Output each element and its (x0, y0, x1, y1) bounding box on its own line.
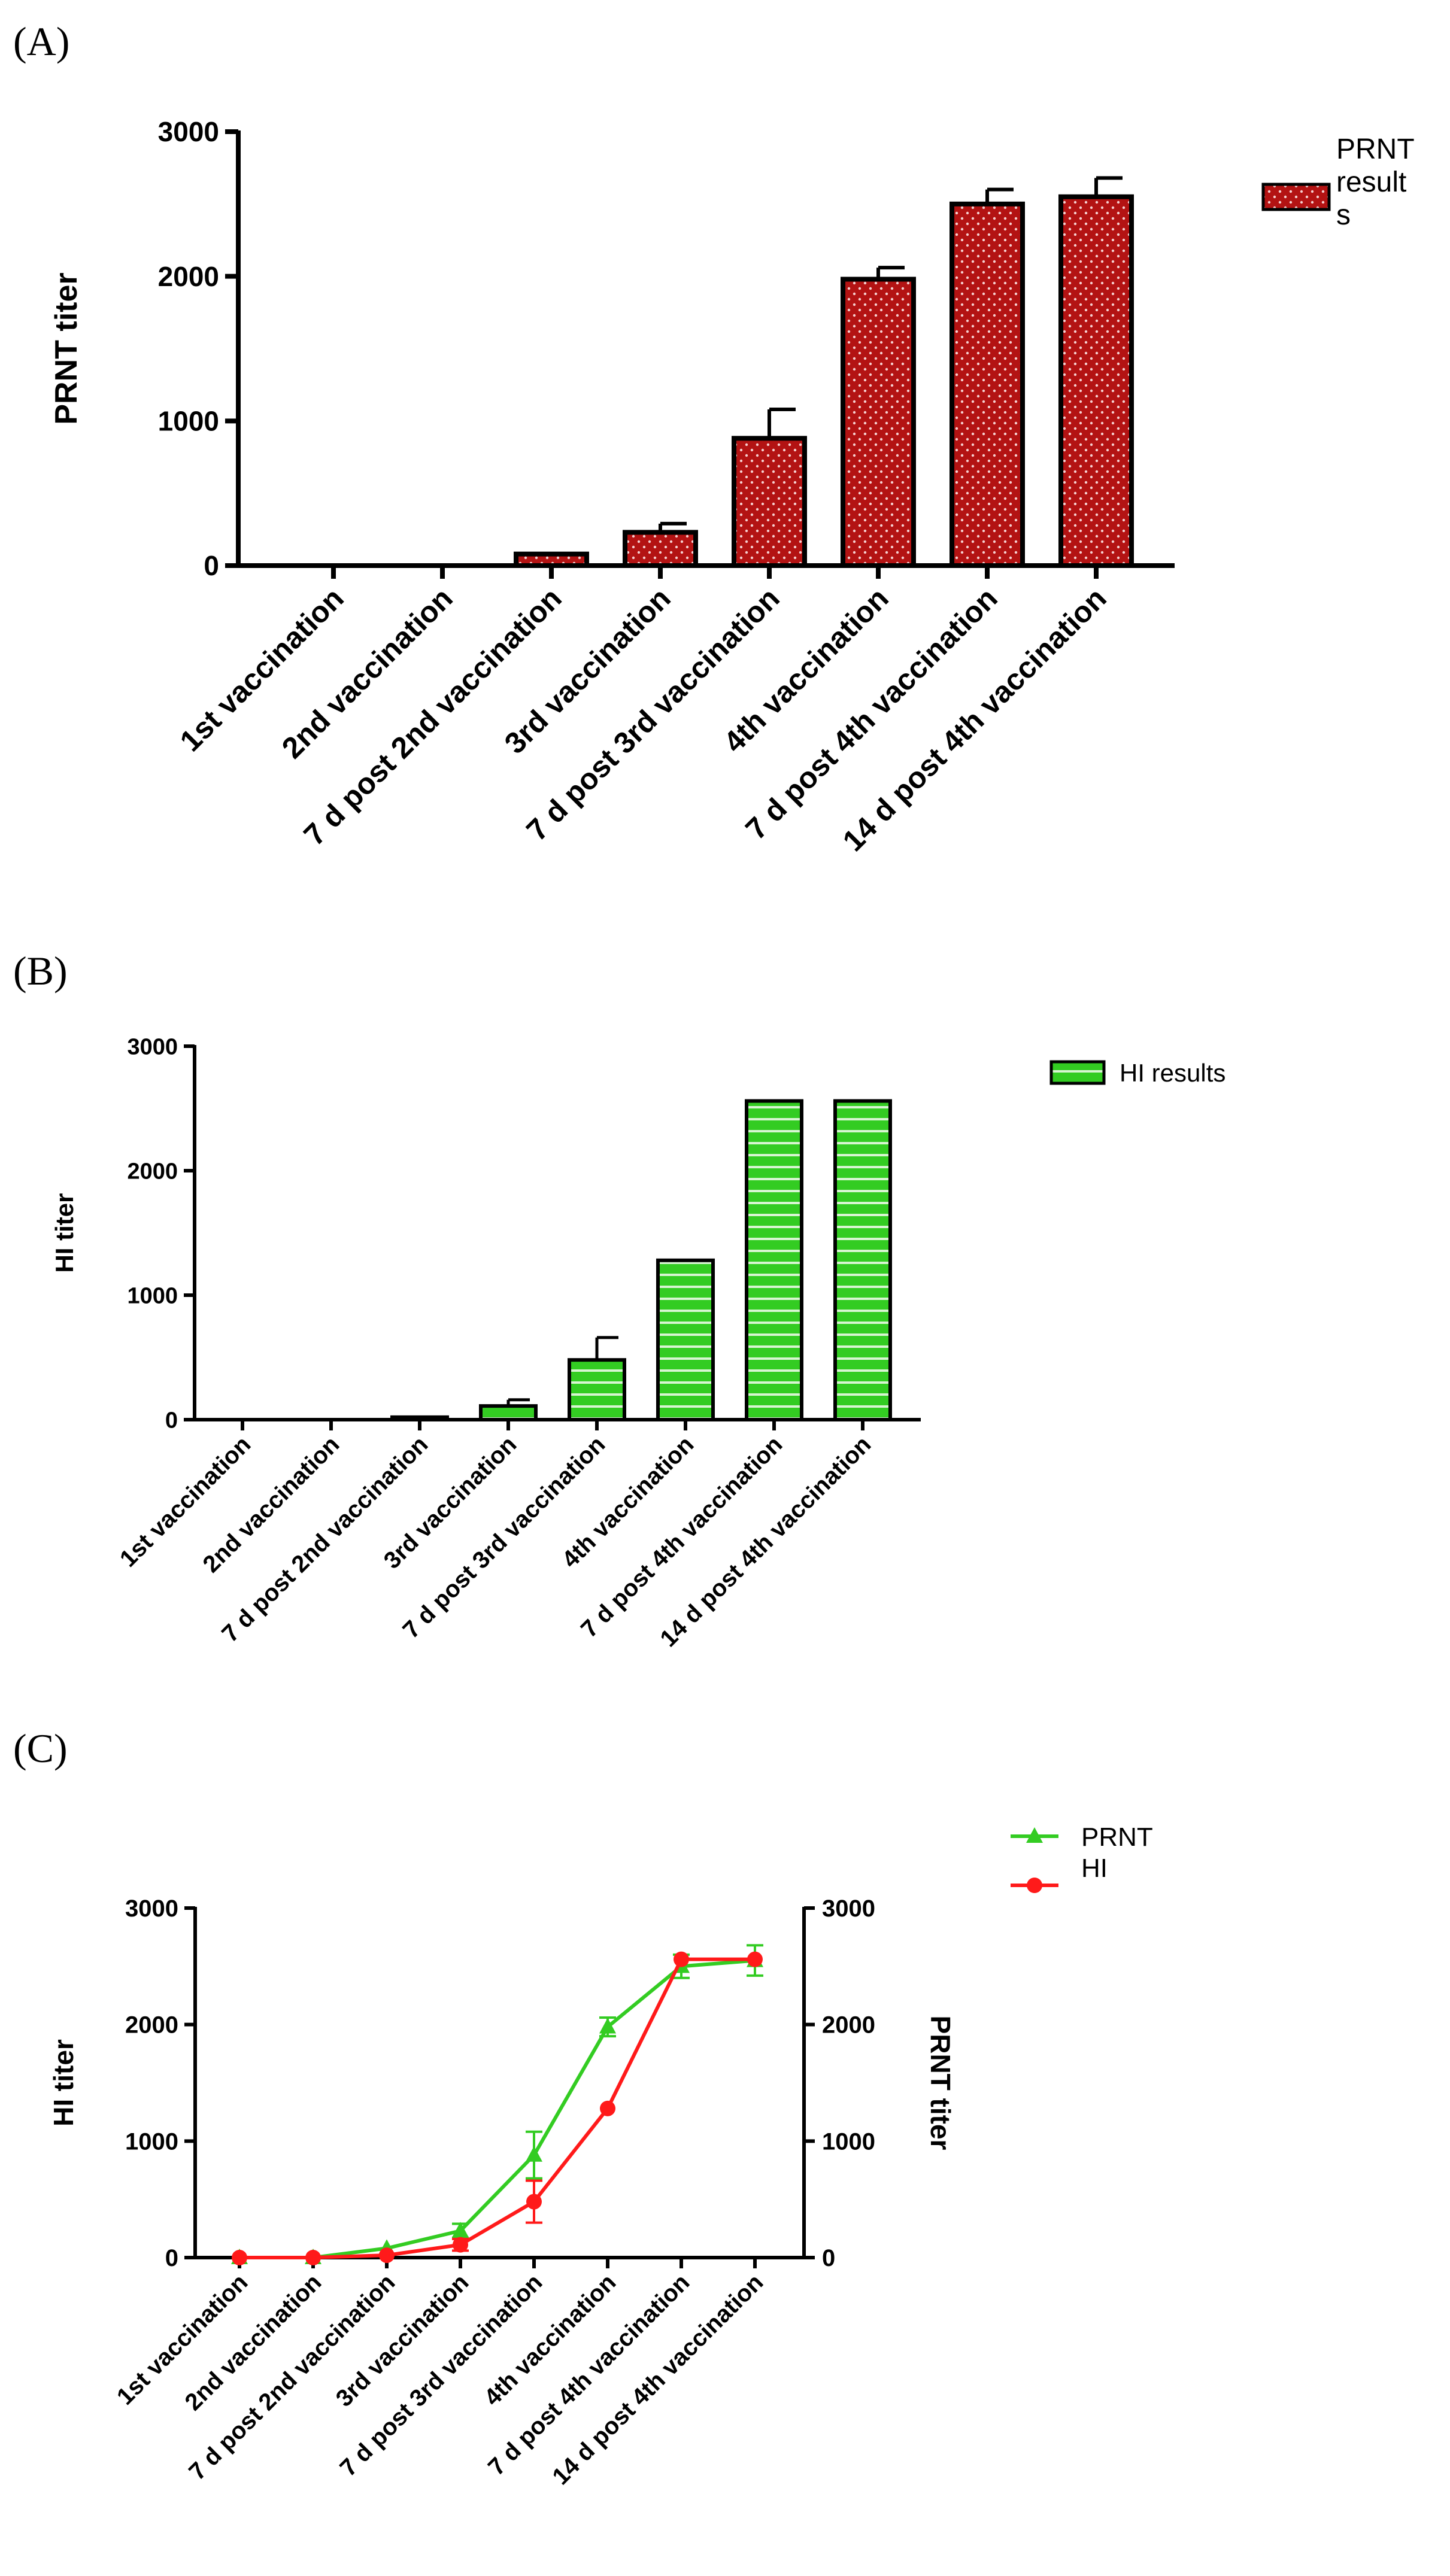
bar (833, 1099, 892, 1421)
bar (390, 1415, 449, 1422)
x-category-label: 2nd vaccination (180, 2269, 326, 2416)
y-tick-label: 3000 (127, 1034, 178, 1059)
data-point-hi (747, 1951, 763, 1967)
legend-label: s (1336, 199, 1351, 231)
data-point-hi (305, 2250, 321, 2265)
data-point-hi (379, 2247, 395, 2264)
y-tick-label: 0 (165, 2245, 178, 2271)
y-tick-label: 0 (165, 1408, 178, 1433)
series-line-prnt (239, 1958, 756, 2259)
y-tick-label: 3000 (158, 116, 219, 147)
x-category-label: 1st vaccination (112, 2269, 253, 2410)
bar (568, 1358, 626, 1421)
y-tick-label: 1000 (125, 2128, 178, 2155)
y-axis-title: PRNT titer (49, 272, 84, 424)
y-tick-label: 1000 (127, 1283, 178, 1308)
legend-marker-prnt (1026, 1827, 1043, 1843)
data-point-hi (453, 2237, 468, 2253)
x-category-label: 4th vaccination (479, 2269, 621, 2411)
legend-label-prnt: PRNT (1081, 1822, 1153, 1852)
legend-label: result (1336, 166, 1406, 198)
y2-tick-label: 1000 (822, 2128, 875, 2155)
panel-label-a: (A) (13, 19, 69, 64)
bar (745, 1099, 803, 1421)
y2-tick-label: 2000 (822, 2012, 875, 2039)
bar (841, 277, 916, 568)
y-tick-label: 2000 (127, 1159, 178, 1184)
panel-label-b: (B) (13, 948, 68, 994)
bar (623, 530, 698, 569)
panel-label-c: (C) (13, 1726, 68, 1771)
legend-label-hi: HI (1081, 1854, 1108, 1883)
bar (479, 1404, 538, 1422)
data-point-hi (600, 2100, 615, 2116)
y-tick-label: 2000 (125, 2012, 178, 2039)
bar (514, 551, 589, 569)
y-tick-label: 2000 (158, 261, 219, 292)
bar (950, 201, 1025, 569)
legend-label: PRNT (1336, 133, 1415, 165)
data-point-hi (232, 2250, 247, 2265)
y-tick-label: 3000 (125, 1895, 178, 1922)
y-axis-title: HI titer (50, 1193, 78, 1272)
y-axis-title: HI titer (48, 2039, 79, 2127)
y2-tick-label: 0 (822, 2245, 835, 2271)
data-point-hi (526, 2194, 542, 2210)
data-point-prnt (599, 2018, 616, 2034)
series-line-hi (239, 1957, 755, 2259)
chart-c: 0 1000 2000 3000 HI titer 1st vaccination2nd … (48, 1822, 1153, 2490)
y-tick-label: 1000 (158, 405, 219, 436)
data-point-hi (674, 1951, 689, 1967)
bar (1058, 194, 1134, 568)
legend-swatch (1261, 183, 1331, 211)
legend-label: HI results (1120, 1059, 1225, 1087)
y2-axis-title: PRNT titer (925, 2016, 956, 2150)
y-tick-label: 0 (204, 550, 219, 581)
y2-tick-label: 3000 (822, 1895, 875, 1922)
bar (732, 436, 807, 568)
legend-swatch (1049, 1060, 1106, 1085)
x-category-label: 3rd vaccination (331, 2269, 474, 2412)
bar (656, 1258, 715, 1421)
legend-marker-hi (1027, 1878, 1042, 1893)
data-point-prnt (452, 2222, 469, 2238)
data-point-prnt (526, 2146, 542, 2162)
